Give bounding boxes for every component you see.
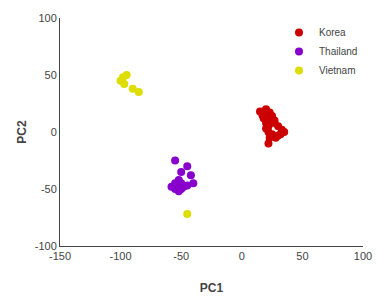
svg-text:PC2: PC2 [15,120,29,144]
svg-text:-100: -100 [110,250,132,262]
svg-text:Thailand: Thailand [319,46,357,57]
svg-text:Korea: Korea [319,27,346,38]
svg-text:0: 0 [51,126,57,138]
svg-text:-50: -50 [173,250,189,262]
svg-text:100: 100 [354,250,372,262]
svg-text:0: 0 [239,250,245,262]
svg-text:100: 100 [38,12,56,24]
svg-text:-150: -150 [49,250,71,262]
svg-text:-50: -50 [41,183,57,195]
svg-text:50: 50 [296,250,308,262]
svg-text:Vietnam: Vietnam [319,65,356,76]
svg-text:PC1: PC1 [200,281,224,295]
svg-text:50: 50 [45,69,57,81]
svg-text:-100: -100 [35,240,57,252]
